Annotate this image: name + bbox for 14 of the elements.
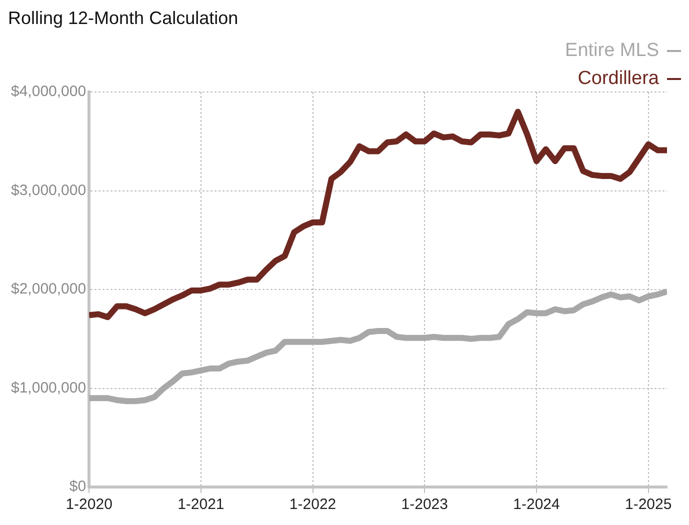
x-tick-label: 1-2025: [625, 496, 672, 514]
y-tick-label: $2,000,000: [10, 280, 86, 298]
y-tick-label: $4,000,000: [10, 83, 86, 100]
x-tick-label: 1-2020: [66, 496, 112, 514]
x-tick-label: 1-2021: [178, 496, 224, 514]
x-tick-label: 1-2024: [513, 496, 560, 514]
chart-title: Rolling 12-Month Calculation: [8, 8, 240, 30]
y-tick-label: $1,000,000: [10, 379, 86, 396]
x-tick-label: 1-2023: [401, 496, 448, 514]
y-tick-label: $0: [69, 478, 86, 496]
y-tick-label: $3,000,000: [10, 182, 86, 199]
x-tick-label: 1-2022: [289, 496, 336, 514]
legend-label: Entire MLS: [565, 40, 659, 62]
legend-label: Cordillera: [578, 68, 659, 90]
